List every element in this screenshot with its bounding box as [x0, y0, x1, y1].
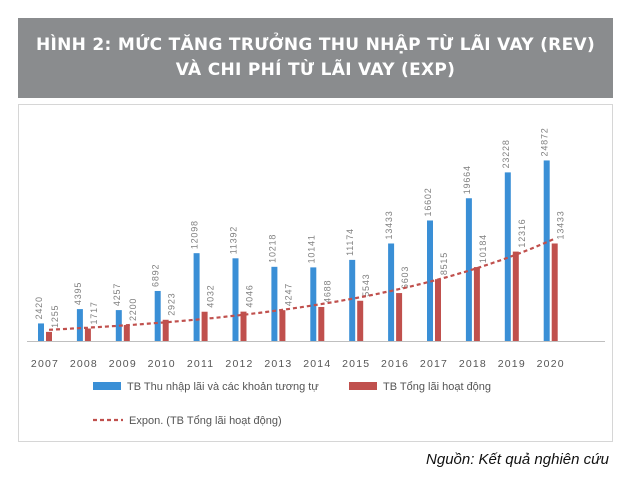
bar-expense-2015: [357, 300, 364, 341]
bar-expense-2019: [512, 251, 519, 341]
bar-expense-2016: [396, 293, 403, 341]
bar-expense-2009: [123, 325, 130, 341]
bar-revenue-2013: [271, 266, 278, 341]
legend-label-expense: TB Tổng lãi hoạt động: [383, 381, 491, 393]
x-tick-label-2019: 2019: [498, 358, 526, 370]
bar-revenue-2015: [349, 259, 356, 341]
x-tick-label-2020: 2020: [537, 358, 565, 370]
data-label-revenue-2009: 4257: [112, 283, 122, 306]
x-tick-label-2012: 2012: [225, 358, 253, 370]
data-label-expense-2016: 6603: [400, 266, 410, 289]
legend-label-revenue: TB Thu nhập lãi và các khoản tương tự: [127, 381, 319, 393]
bar-expense-2011: [201, 311, 208, 341]
bar-revenue-2018: [465, 198, 472, 341]
bar-expense-2018: [473, 267, 480, 341]
x-tick-label-2018: 2018: [459, 358, 487, 370]
bar-revenue-2017: [427, 220, 433, 341]
data-label-revenue-2015: 11174: [345, 228, 355, 256]
bar-expense-2020: [551, 243, 558, 341]
bar-revenue-2008: [76, 309, 83, 341]
data-label-expense-2011: 4032: [206, 284, 216, 307]
x-tick-label-2009: 2009: [109, 358, 137, 370]
legend-swatch-revenue: [93, 382, 121, 390]
bar-expense-2017: [435, 279, 441, 341]
data-label-expense-2019: 12316: [517, 219, 527, 248]
data-label-expense-2013: 4247: [283, 283, 293, 306]
data-label-expense-2009: 2200: [128, 298, 138, 321]
data-label-revenue-2007: 2420: [34, 296, 44, 319]
data-label-expense-2017: 8515: [439, 252, 449, 275]
data-label-revenue-2011: 12098: [190, 220, 200, 249]
x-tick-label-2011: 2011: [187, 358, 214, 370]
x-tick-label-2014: 2014: [303, 358, 331, 370]
bar-revenue-2020: [543, 160, 550, 341]
data-label-revenue-2019: 23228: [501, 139, 511, 168]
data-label-revenue-2018: 19664: [462, 165, 472, 194]
bar-expense-2012: [240, 311, 247, 341]
trendline-expense: [48, 237, 556, 331]
data-label-revenue-2012: 11392: [229, 226, 239, 254]
x-tick-label-2008: 2008: [70, 358, 98, 370]
data-label-expense-2012: 4046: [245, 284, 255, 307]
x-tick-label-2015: 2015: [342, 358, 370, 370]
x-tick-label-2013: 2013: [264, 358, 292, 370]
chart-title-line-1: HÌNH 2: MỨC TĂNG TRƯỞNG THU NHẬP TỪ LÃI …: [35, 35, 596, 55]
bar-revenue-2014: [310, 267, 317, 341]
data-label-expense-2020: 13433: [556, 210, 566, 239]
data-label-revenue-2017: 16602: [423, 187, 433, 216]
legend-label-trendline: Expon. (TB Tổng lãi hoạt động): [129, 415, 282, 427]
x-tick-label-2007: 2007: [31, 358, 59, 370]
x-tick-label-2016: 2016: [381, 358, 409, 370]
x-tick-label-2017: 2017: [420, 358, 448, 370]
chart-title-line-2: VÀ CHI PHÍ TỪ LÃI VAY (EXP): [175, 60, 456, 80]
chart-area: 2420 1255 2007 4395 1717 2008 4257 2200 2009 6892…: [18, 104, 613, 442]
bar-expense-2014: [318, 306, 325, 341]
data-label-expense-2015: 5543: [361, 274, 371, 297]
data-label-expense-2008: 1717: [89, 301, 99, 324]
bar-revenue-2010: [154, 290, 161, 341]
x-tick-label-2010: 2010: [148, 358, 176, 370]
bar-expense-2010: [162, 319, 169, 341]
bar-expense-2008: [84, 328, 91, 341]
title-band: HÌNH 2: MỨC TĂNG TRƯỞNG THU NHẬP TỪ LÃI …: [18, 18, 613, 98]
data-label-expense-2007: 1255: [50, 305, 60, 328]
data-label-revenue-2008: 4395: [73, 282, 83, 305]
bar-revenue-2011: [193, 253, 200, 341]
data-label-expense-2014: 4688: [322, 280, 332, 303]
chart-svg: 2420 1255 2007 4395 1717 2008 4257 2200 2009 6892…: [27, 127, 605, 427]
bar-revenue-2007: [38, 323, 44, 341]
source-note: Nguồn: Kết quả nghiên cứu: [426, 451, 609, 468]
bar-expense-2007: [46, 331, 52, 341]
bar-revenue-2019: [504, 172, 511, 341]
legend-swatch-expense: [349, 382, 377, 390]
data-label-expense-2010: 2923: [167, 293, 177, 316]
data-label-revenue-2020: 24872: [540, 127, 550, 156]
data-label-revenue-2014: 10141: [306, 234, 316, 263]
bar-revenue-2016: [388, 243, 395, 341]
data-label-revenue-2016: 13433: [384, 210, 394, 239]
bar-revenue-2009: [115, 310, 122, 341]
data-label-revenue-2013: 10218: [267, 234, 277, 263]
data-label-revenue-2010: 6892: [151, 264, 161, 287]
data-label-expense-2018: 10184: [478, 234, 488, 263]
bar-expense-2013: [279, 310, 286, 341]
bar-revenue-2012: [232, 258, 239, 341]
